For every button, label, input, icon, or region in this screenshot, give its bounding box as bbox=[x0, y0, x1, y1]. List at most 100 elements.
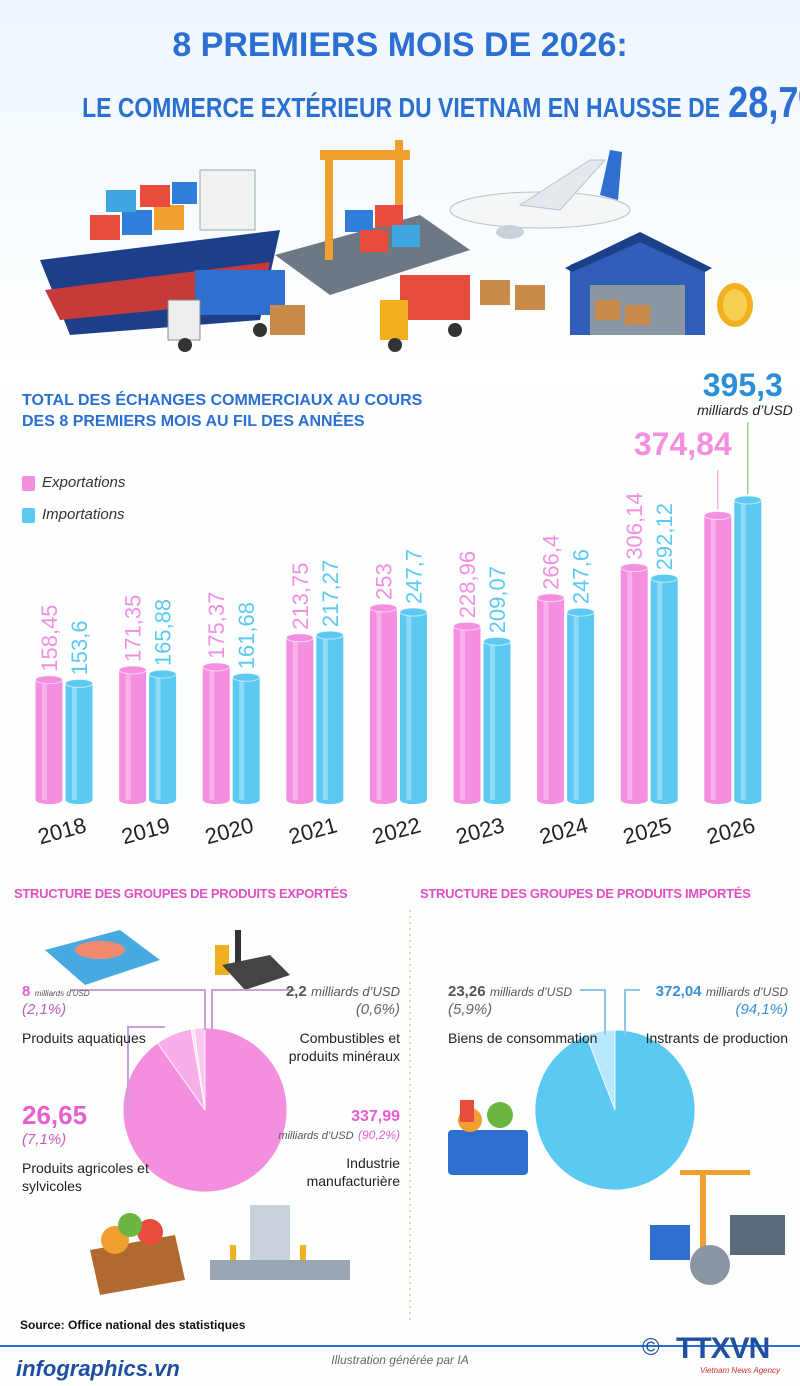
value-line: 2,2 milliards d’USD bbox=[286, 983, 400, 1001]
bar-cap bbox=[733, 495, 762, 505]
unit: milliards d’USD bbox=[278, 1130, 354, 1142]
value-label: 372,04 bbox=[655, 983, 702, 1000]
value-label: 217,27 bbox=[318, 560, 343, 627]
bar bbox=[286, 637, 314, 800]
site: infographics.vn bbox=[16, 1356, 180, 1381]
bar-shine bbox=[239, 677, 245, 800]
bar bbox=[119, 669, 147, 800]
pie-slice bbox=[122, 1027, 288, 1193]
value-label: 266,4 bbox=[539, 535, 564, 590]
copyright: © bbox=[642, 1334, 660, 1361]
bar-shine bbox=[543, 597, 549, 800]
value-line: 337,99 bbox=[351, 1108, 400, 1126]
bar bbox=[149, 674, 177, 800]
pie-slice bbox=[534, 1029, 696, 1191]
value-label: 161,68 bbox=[234, 602, 259, 669]
bar-shine bbox=[627, 567, 633, 800]
bar bbox=[369, 607, 397, 800]
value-label: 395,3 bbox=[703, 367, 783, 403]
percent-line: (94,1%) bbox=[735, 1001, 788, 1019]
bar bbox=[65, 683, 93, 800]
bar-cap bbox=[285, 633, 314, 643]
bar-cap bbox=[536, 593, 565, 603]
value-label: 165,88 bbox=[151, 599, 176, 666]
value-label: 337,99 bbox=[351, 1108, 400, 1125]
pie-title: STRUCTURE DES GROUPES DE PRODUITS IMPORT… bbox=[420, 886, 751, 901]
leader-line bbox=[580, 989, 606, 1035]
illustration-port bbox=[275, 140, 470, 295]
category-label: Produits agricoles et sylvicoles bbox=[22, 1160, 149, 1194]
legend-label: Importations bbox=[42, 506, 125, 523]
x-tick-label: 2021 bbox=[286, 812, 340, 849]
source: Source: Office national des statistiques bbox=[20, 1318, 246, 1332]
value-label: 2,2 bbox=[285, 983, 307, 1000]
bar bbox=[704, 515, 732, 800]
value-label: 209,07 bbox=[485, 566, 510, 633]
bar-chart-title: TOTAL DES ÉCHANGES COMMERCIAUX AU COURS … bbox=[22, 392, 423, 430]
bar-shine bbox=[710, 515, 716, 800]
category-label: Combustibles et produits minéraux bbox=[288, 1030, 400, 1064]
x-tick-label: 2018 bbox=[35, 812, 89, 849]
x-tick-label: 2025 bbox=[620, 812, 674, 849]
x-tick-label: 2022 bbox=[370, 812, 424, 849]
leader-line bbox=[127, 1026, 165, 1115]
percent-label: (94,1%) bbox=[735, 1001, 788, 1018]
percent-label: (7,1%) bbox=[22, 1131, 67, 1148]
value-label: 374,84 bbox=[634, 426, 732, 462]
logo-subtitle: Vietnam News Agency bbox=[700, 1366, 781, 1375]
value-label: 23,26 bbox=[448, 983, 486, 1000]
value-label: 247,7 bbox=[401, 549, 426, 604]
bar-cap bbox=[566, 607, 595, 617]
icon-fruits bbox=[90, 1213, 185, 1295]
bar-cap bbox=[453, 621, 481, 631]
pie-label: 372,04 milliards d’USD (94,1%) Instrants d… bbox=[598, 983, 788, 1047]
x-tick-label: 2026 bbox=[704, 812, 758, 849]
value-line: 372,04 milliards d’USD bbox=[656, 983, 788, 1001]
title: 8 PREMIERS MOIS DE 2026: bbox=[172, 26, 628, 64]
x-tick-label: 2023 bbox=[453, 812, 507, 849]
bar-shine bbox=[460, 626, 465, 800]
pie-label: 337,99 milliards d’USD (90,2%) Industrie m… bbox=[250, 1108, 400, 1190]
unit: milliards d’USD bbox=[705, 985, 788, 999]
value-label: 8 bbox=[22, 983, 31, 1000]
bar-cap bbox=[703, 511, 732, 521]
bar bbox=[734, 500, 762, 800]
pie-label: 26,65 (7,1%) Produits agricoles et sylvico… bbox=[22, 1100, 192, 1195]
bar-cap bbox=[148, 669, 177, 679]
bar-cap bbox=[202, 662, 231, 672]
bar bbox=[232, 677, 260, 800]
percent-line: (0,6%) bbox=[356, 1001, 400, 1019]
legend-swatch bbox=[22, 476, 35, 491]
x-tick-label: 2024 bbox=[537, 812, 591, 849]
icon-basket bbox=[448, 1100, 528, 1175]
value-label: 292,12 bbox=[652, 503, 677, 570]
value-label: 171,35 bbox=[121, 595, 146, 662]
unit: milliards d’USD bbox=[34, 989, 90, 998]
bar-shine bbox=[740, 500, 746, 800]
bar-shine bbox=[573, 612, 579, 800]
bar-cap bbox=[65, 678, 93, 688]
value-label: 228,96 bbox=[455, 551, 480, 618]
bar-shine bbox=[406, 612, 412, 800]
bar-shine bbox=[490, 641, 495, 800]
value-label: 175,37 bbox=[204, 592, 229, 659]
bar bbox=[316, 635, 344, 800]
bar-shine bbox=[155, 674, 161, 800]
value-label: 153,6 bbox=[67, 620, 92, 675]
bar bbox=[202, 666, 230, 800]
category-label: Instrants de production bbox=[645, 1030, 788, 1046]
unit: milliards d’USD bbox=[490, 985, 573, 999]
illustration-trucks bbox=[167, 270, 545, 352]
unit: milliards d’USD bbox=[311, 984, 400, 999]
bar-cap bbox=[369, 603, 398, 613]
bar bbox=[567, 612, 595, 800]
percent-line: (7,1%) bbox=[22, 1131, 66, 1149]
percent-label: (90,2%) bbox=[357, 1128, 400, 1142]
icon-oil bbox=[215, 930, 290, 990]
pie-label: 8 milliards d’USD (2,1%) Produits aquatiqu… bbox=[22, 983, 172, 1047]
value-label: 158,45 bbox=[37, 604, 62, 671]
bar-cap bbox=[483, 636, 511, 646]
bar bbox=[399, 612, 427, 800]
bar-shine bbox=[292, 637, 298, 800]
